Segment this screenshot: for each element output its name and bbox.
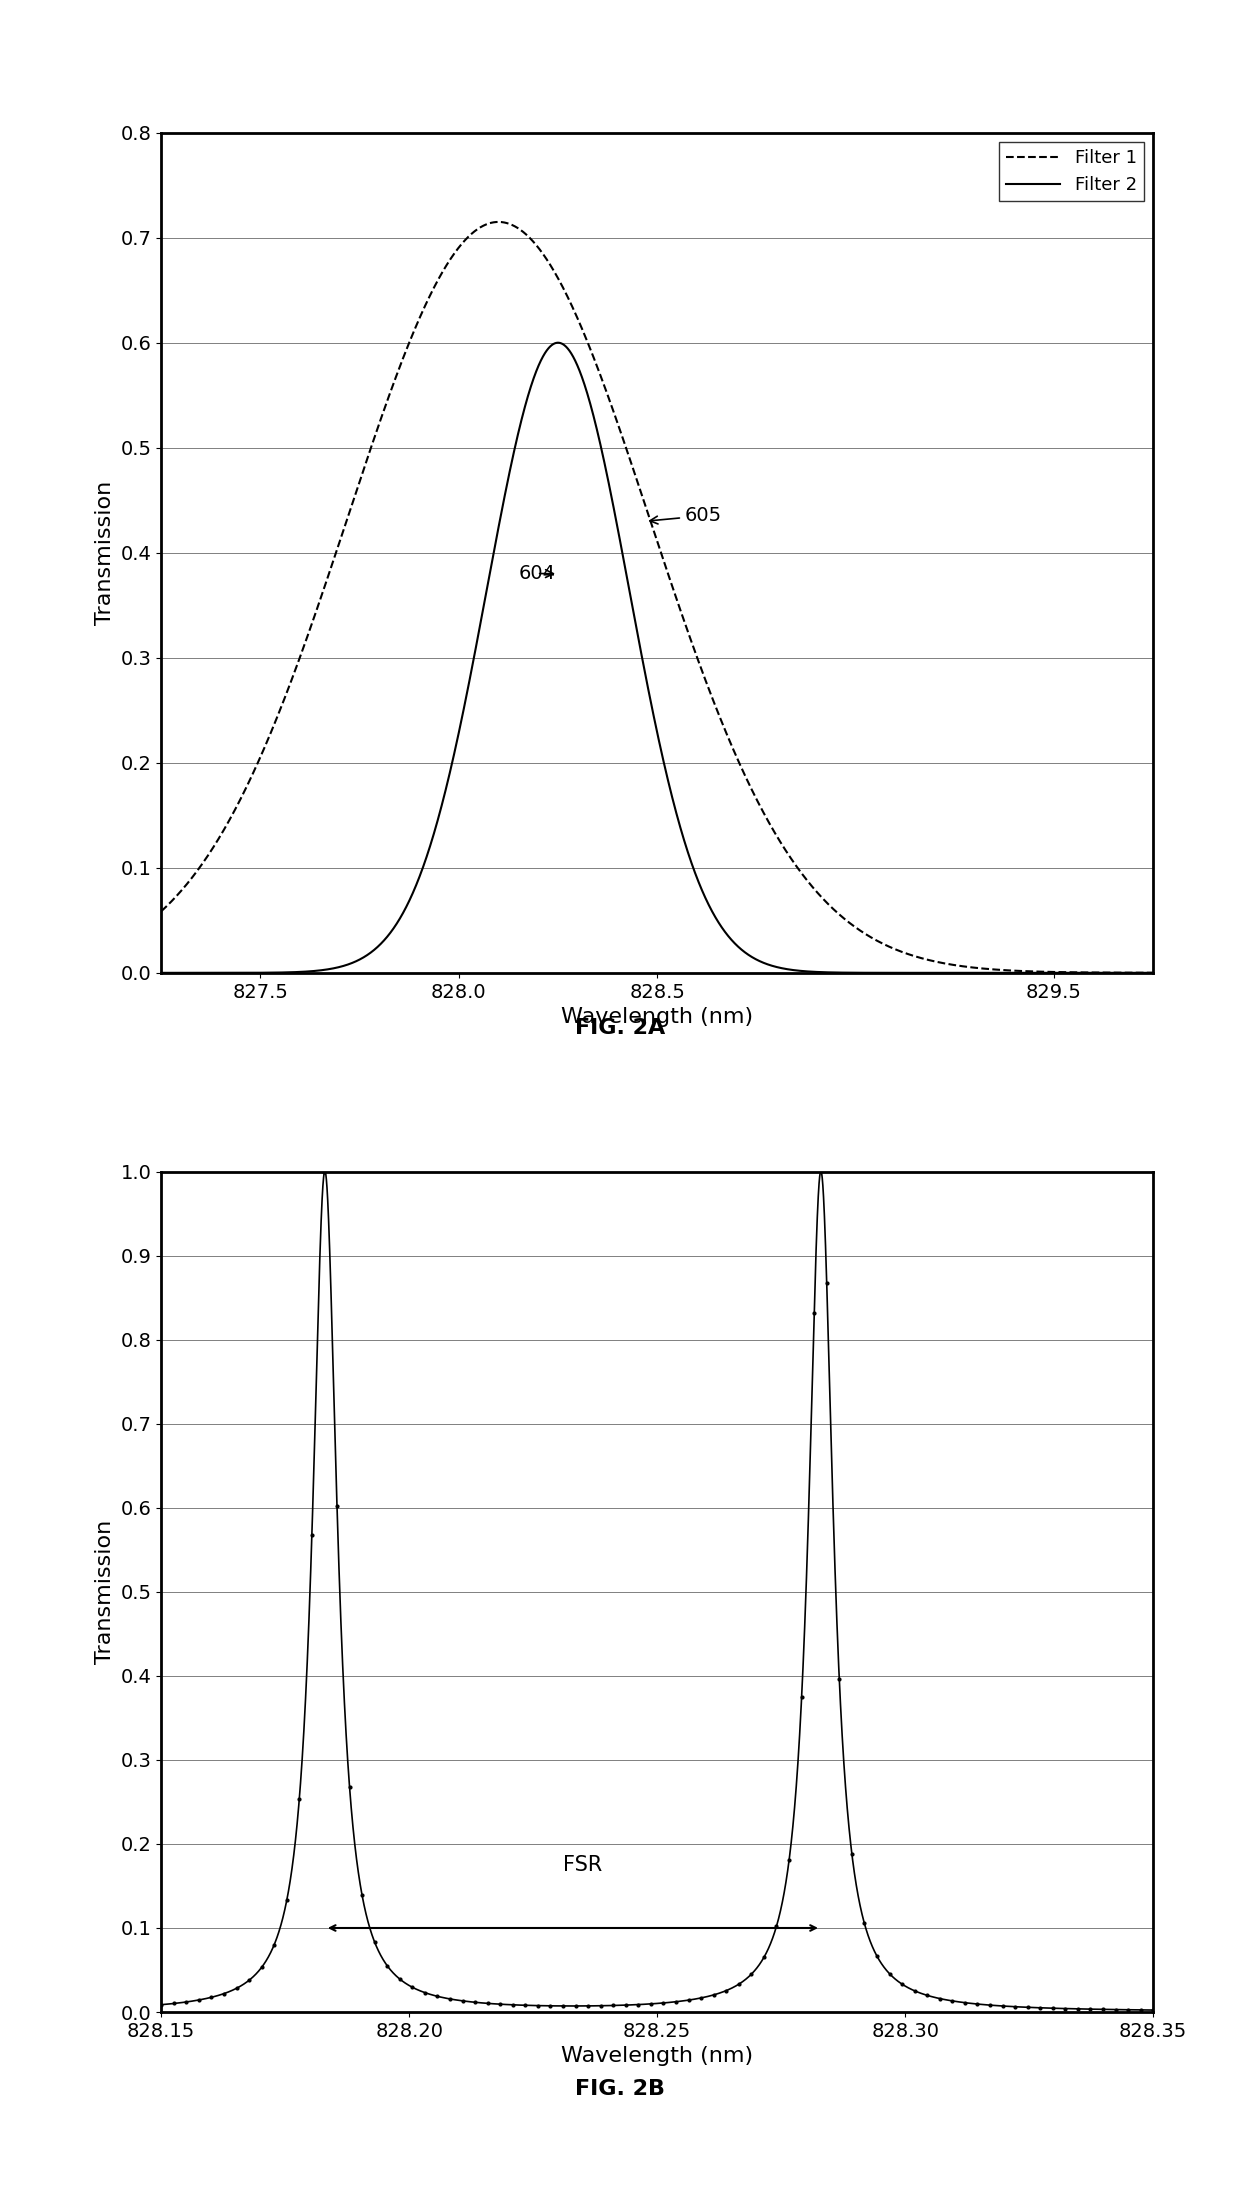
Text: FIG. 2A: FIG. 2A <box>575 1017 665 1039</box>
Text: 605: 605 <box>650 506 722 526</box>
Legend: Filter 1, Filter 2: Filter 1, Filter 2 <box>999 142 1145 201</box>
Filter 1 <box>154 898 169 924</box>
Line: Filter 2: Filter 2 <box>161 343 1153 973</box>
Filter 2 <box>894 960 909 986</box>
Filter 1 <box>533 237 548 263</box>
Text: 604: 604 <box>518 564 556 584</box>
Filter 1 <box>491 208 506 234</box>
Text: FIG. 2B: FIG. 2B <box>575 2078 665 2100</box>
Filter 2 <box>154 960 169 986</box>
Filter 2 <box>749 946 764 973</box>
Filter 2 <box>799 957 813 984</box>
X-axis label: Wavelength (nm): Wavelength (nm) <box>562 1008 753 1028</box>
Filter 1 <box>1146 960 1161 986</box>
X-axis label: Wavelength (nm): Wavelength (nm) <box>562 2047 753 2067</box>
Filter 1 <box>334 524 348 551</box>
Filter 1 <box>970 955 985 982</box>
Filter 2 <box>533 349 548 376</box>
Y-axis label: Transmission: Transmission <box>95 1519 115 1665</box>
Filter 1 <box>749 785 764 811</box>
Text: FSR: FSR <box>563 1855 603 1875</box>
Filter 2 <box>551 329 565 356</box>
Y-axis label: Transmission: Transmission <box>95 480 115 626</box>
Filter 1 <box>799 867 813 893</box>
Line: Filter 1: Filter 1 <box>161 221 1153 973</box>
Filter 2 <box>1146 960 1161 986</box>
Filter 2 <box>334 953 348 979</box>
Filter 2 <box>970 960 985 986</box>
Filter 1 <box>894 937 909 964</box>
